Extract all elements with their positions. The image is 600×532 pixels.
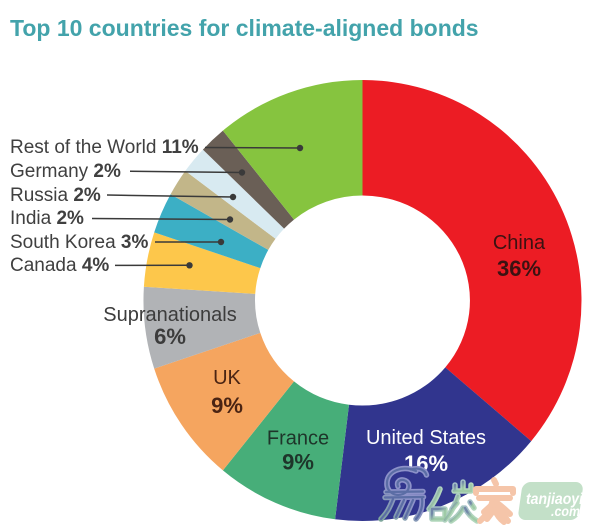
svg-text:.com: .com xyxy=(551,504,580,519)
svg-text:tanjiaoyi: tanjiaoyi xyxy=(526,491,583,508)
